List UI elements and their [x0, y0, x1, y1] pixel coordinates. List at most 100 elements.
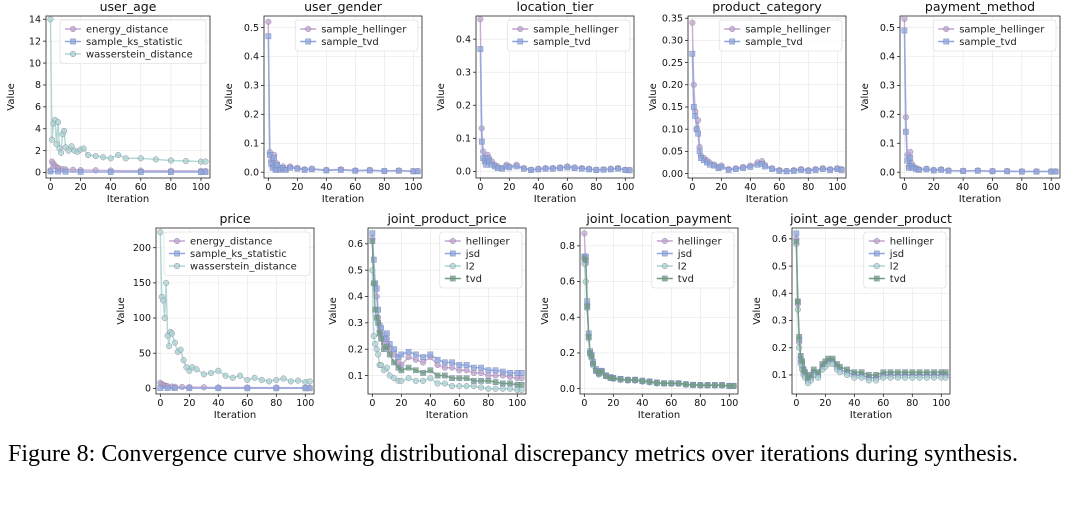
y-axis-label: Value — [436, 83, 447, 110]
data-point — [215, 385, 222, 392]
data-point — [819, 166, 826, 172]
figure: user_age 0 20 40 60 80 100 0 2 4 6 8 10 12 14 Iteration… — [6, 0, 1068, 426]
chart-title: price — [219, 211, 250, 226]
data-point — [55, 168, 61, 175]
x-tick-label: 20 — [503, 182, 515, 193]
data-point — [427, 367, 434, 374]
y-tick-label: 0.35 — [662, 13, 683, 24]
data-point — [799, 358, 805, 365]
series-line — [50, 170, 206, 173]
plot-frame — [475, 15, 635, 179]
chart-user-gender: user_gender 0 20 40 60 80 100 0.0 0.1 0.2 0.3 0.4 0.… — [218, 0, 430, 210]
data-point — [301, 167, 308, 173]
data-point — [251, 374, 258, 381]
y-tick-label: 0.4 — [880, 52, 895, 63]
data-point — [244, 385, 251, 392]
legend-marker — [873, 262, 880, 270]
data-point — [370, 256, 377, 263]
x-tick-label: 20 — [291, 182, 303, 193]
x-tick-label: 60 — [241, 398, 253, 409]
data-point — [287, 165, 293, 171]
data-point — [518, 375, 525, 382]
data-point — [412, 351, 419, 358]
x-tick-label: 100 — [1042, 182, 1060, 193]
data-point — [585, 334, 592, 340]
data-point — [923, 369, 930, 376]
legend-marker — [729, 38, 736, 45]
data-point — [427, 351, 434, 358]
x-tick-label: 80 — [906, 398, 918, 409]
data-point — [492, 379, 499, 385]
data-point — [456, 367, 463, 374]
chart-joint-age-gender-product: joint_age_gender_product 0 20 40 60 80 100 0.1 0… — [746, 211, 958, 426]
data-point — [931, 369, 937, 376]
data-point — [412, 377, 419, 384]
y-tick-label: 0.4 — [244, 52, 259, 63]
data-point — [747, 164, 754, 170]
legend-marker — [661, 275, 668, 282]
legend-box — [506, 19, 631, 52]
legend-marker — [729, 25, 736, 33]
data-point — [280, 375, 287, 382]
data-point — [829, 355, 836, 362]
data-point — [827, 167, 833, 173]
data-point — [719, 382, 725, 389]
y-tick-label: 0.0 — [560, 384, 575, 395]
x-tick-label: 0 — [47, 182, 53, 193]
data-point — [456, 375, 463, 382]
data-point — [836, 363, 843, 370]
data-point — [790, 168, 797, 174]
y-tick-label: 0.5 — [244, 23, 259, 34]
legend-label: energy_distance — [190, 237, 272, 248]
x-tick-label: 20 — [183, 398, 195, 409]
chart-payment-method: payment_method 0 20 40 60 80 100 0.0 0.1 0.2 0.3 0.… — [854, 0, 1068, 210]
legend-label: sample_hellinger — [533, 25, 619, 36]
x-tick-label: 0 — [581, 398, 587, 409]
data-point — [179, 383, 186, 391]
data-point — [518, 370, 525, 376]
data-point — [506, 164, 513, 171]
x-axis-label: Iteration — [107, 194, 149, 205]
legend-label: sample_tvd — [321, 37, 379, 48]
data-point — [901, 27, 908, 34]
y-tick-label: 8 — [35, 80, 41, 91]
y-tick-label: 50 — [139, 348, 151, 359]
data-point — [938, 167, 944, 173]
figure-caption: Figure 8: Convergence curve showing dist… — [8, 441, 1019, 467]
data-point — [463, 367, 470, 374]
data-point — [167, 157, 174, 164]
data-point — [306, 385, 313, 392]
data-point — [1033, 168, 1040, 175]
data-point — [420, 370, 426, 376]
legend-label: hellinger — [678, 237, 723, 248]
legend-marker — [69, 50, 77, 58]
data-point — [441, 372, 448, 379]
chart-svg: user_age 0 20 40 60 80 100 0 2 4 6 8 10 12 14 Iteration… — [6, 0, 211, 205]
data-point — [904, 157, 911, 164]
chart-title: user_gender — [304, 0, 383, 14]
data-point — [165, 343, 173, 350]
data-point — [844, 366, 850, 373]
data-point — [456, 362, 463, 368]
x-tick-label: 60 — [665, 398, 677, 409]
data-point — [420, 354, 426, 360]
data-point — [578, 165, 585, 172]
chart-title: joint_age_gender_product — [789, 211, 952, 226]
data-point — [200, 371, 207, 378]
data-point — [434, 361, 441, 369]
x-tick-label: 0 — [901, 182, 907, 193]
y-tick-label: 0.4 — [348, 292, 363, 303]
data-point — [695, 130, 701, 137]
legend-marker — [661, 262, 668, 270]
data-point — [894, 374, 901, 381]
data-point — [115, 151, 122, 159]
data-point — [294, 165, 301, 172]
data-point — [865, 372, 872, 378]
data-point — [584, 303, 591, 310]
y-tick-label: 0.10 — [662, 124, 683, 135]
data-point — [796, 334, 803, 340]
legend-label: sample_tvd — [745, 37, 803, 48]
